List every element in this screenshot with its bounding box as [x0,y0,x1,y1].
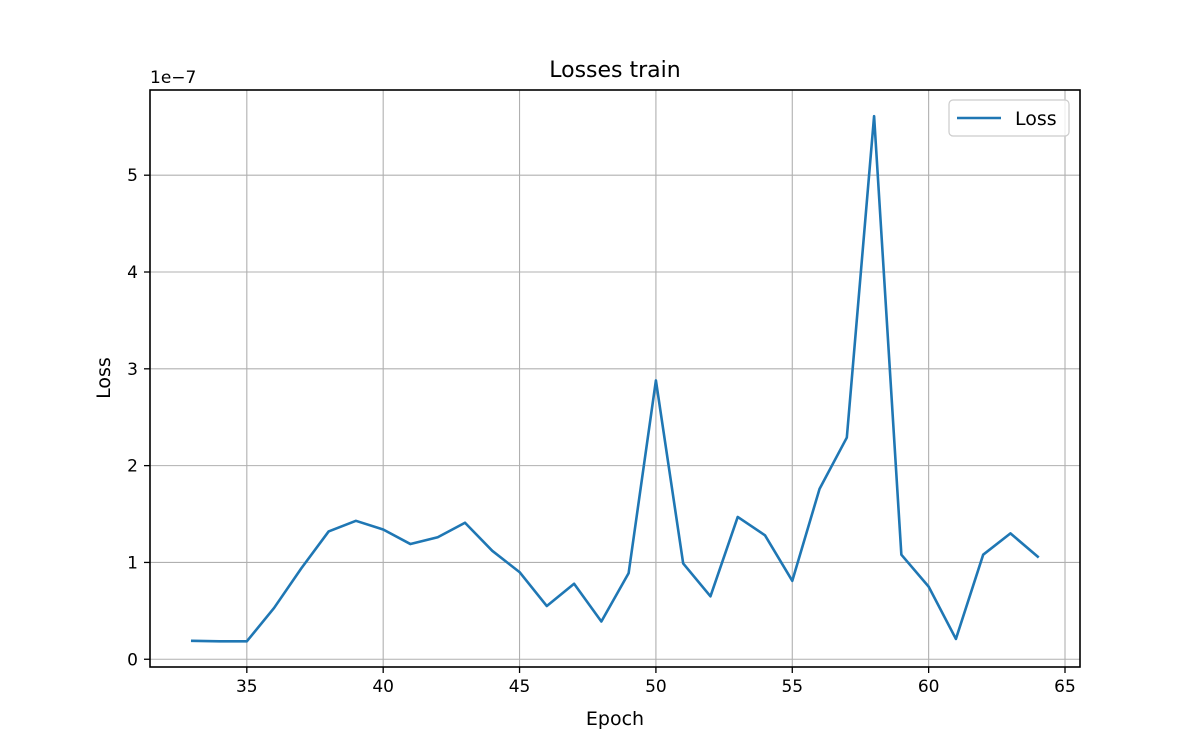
plot-frame [149,89,1081,668]
data-point [982,554,984,556]
data-point [437,536,439,538]
y-tick-label: 1 [127,553,138,573]
data-point [328,530,330,533]
data-point [491,550,493,552]
x-tick-label: 55 [781,677,803,697]
chart-title: Losses train [549,58,680,83]
data-point [682,562,684,565]
data-point [246,640,248,642]
data-point [955,638,957,640]
x-axis-label: Epoch [586,708,644,730]
y-tick-label: 0 [127,650,138,670]
data-point [382,528,384,531]
data-point [709,595,712,597]
data-point [764,534,766,536]
x-tick-label: 65 [1054,677,1076,697]
data-point [191,640,193,642]
y-tick-label: 2 [127,457,138,477]
y-tick-label: 3 [127,360,138,380]
data-point [928,586,930,588]
y-tick-label: 4 [127,263,138,283]
data-point [273,607,275,609]
x-tick-label: 40 [372,677,394,697]
data-point [655,379,657,382]
data-point [873,115,875,117]
data-point [900,554,902,556]
legend-box [948,99,1070,137]
data-point [464,522,466,524]
data-point [1009,532,1012,535]
data-point [737,516,739,518]
data-point [518,571,521,573]
data-point [300,567,302,569]
data-point [791,580,793,582]
data-point [546,605,548,607]
data-point [1037,556,1039,558]
x-tick-label: 50 [645,677,667,697]
series-line-loss [190,114,1040,643]
y-offset-label: 1e−7 [150,68,196,88]
y-axis-label: Loss [93,357,115,399]
data-point [628,572,630,574]
data-point [355,520,357,522]
data-point [846,436,848,439]
data-point [218,640,221,642]
series-layer [190,114,1040,643]
x-tick-label: 45 [509,677,531,697]
data-point [573,583,575,585]
data-point [409,543,412,545]
data-point [600,620,602,623]
legend-entry-loss: Loss [1015,108,1057,130]
x-tick-label: 60 [918,677,940,697]
y-tick-label: 5 [127,166,138,186]
data-point [818,488,821,490]
legend: Loss [948,99,1070,137]
x-tick-label: 35 [236,677,258,697]
